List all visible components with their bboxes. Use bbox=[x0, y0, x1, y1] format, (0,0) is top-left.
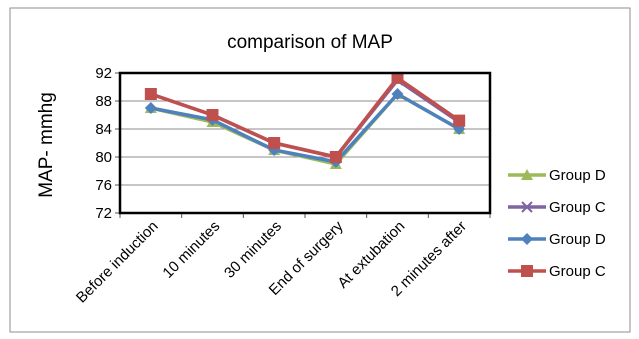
y-tick-label: 80 bbox=[95, 149, 112, 166]
series-4 bbox=[144, 71, 466, 163]
legend-label: Group C bbox=[549, 263, 606, 280]
y-axis-label: MAP- mmhg bbox=[36, 92, 57, 198]
data-point bbox=[521, 233, 533, 245]
plot-border bbox=[118, 71, 492, 215]
y-tick-label: 76 bbox=[95, 177, 112, 194]
plot-area bbox=[120, 73, 490, 213]
legend-item: Group D bbox=[508, 231, 606, 248]
data-point bbox=[391, 88, 404, 100]
series-layer bbox=[144, 71, 466, 169]
legend-label: Group D bbox=[549, 167, 606, 184]
data-point bbox=[391, 71, 404, 84]
series-line bbox=[150, 76, 461, 159]
data-point bbox=[521, 201, 533, 213]
legend: Group D Group C Group D Group C bbox=[508, 167, 606, 280]
legend-label: Group D bbox=[549, 231, 606, 248]
data-point bbox=[268, 137, 281, 149]
y-tick-label: 88 bbox=[95, 93, 112, 110]
data-point bbox=[521, 265, 533, 277]
data-point bbox=[144, 102, 157, 114]
data-point bbox=[521, 169, 533, 180]
data-point bbox=[144, 88, 157, 100]
y-tick-label: 92 bbox=[95, 65, 112, 82]
data-point bbox=[329, 151, 342, 163]
data-point bbox=[453, 114, 466, 127]
legend-item: Group D bbox=[508, 167, 606, 184]
data-point bbox=[206, 109, 219, 121]
legend-item: Group C bbox=[508, 199, 606, 216]
chart-title: comparison of MAP bbox=[227, 32, 393, 53]
y-tick-label: 72 bbox=[95, 205, 112, 222]
legend-item: Group C bbox=[508, 263, 606, 280]
y-tick-label: 84 bbox=[95, 121, 112, 138]
series-line bbox=[150, 92, 461, 164]
legend-label: Group C bbox=[549, 199, 606, 216]
